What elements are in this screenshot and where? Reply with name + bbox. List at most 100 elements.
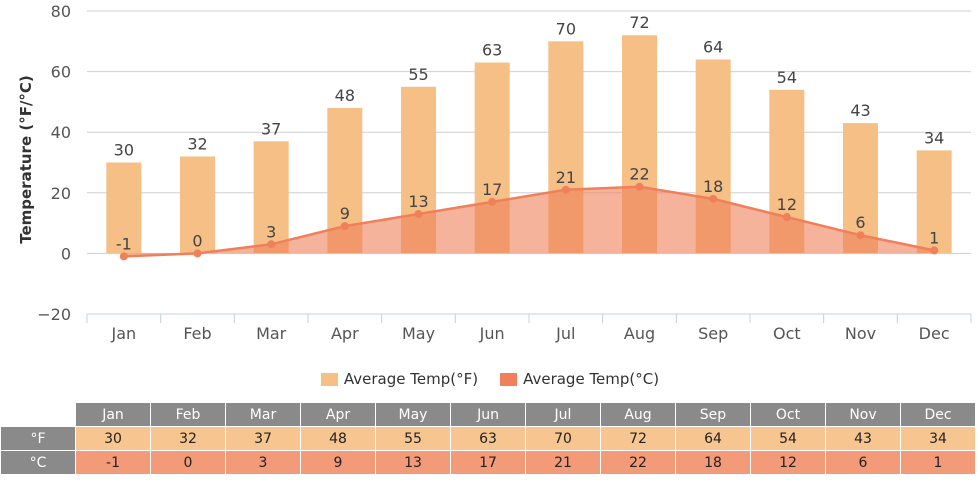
point-celsius xyxy=(488,197,497,206)
table-cell: 48 xyxy=(301,427,375,450)
data-label-celsius: 12 xyxy=(777,195,797,214)
table-row-fahrenheit: °F 30 32 37 48 55 63 70 72 64 54 43 34 xyxy=(1,427,975,450)
data-label-celsius: 22 xyxy=(629,165,649,184)
data-label-fahrenheit: 63 xyxy=(482,41,502,60)
table-header-row: Jan Feb Mar Apr May Jun Jul Aug Sep Oct … xyxy=(1,403,975,426)
point-celsius xyxy=(930,246,939,255)
table-cell: 0 xyxy=(151,451,225,474)
point-celsius xyxy=(414,210,423,219)
table-month-header: Oct xyxy=(751,403,825,426)
bar-fahrenheit xyxy=(106,162,142,254)
data-label-celsius: 21 xyxy=(556,168,576,187)
table-month-header: Jun xyxy=(451,403,525,426)
table-cell: 32 xyxy=(151,427,225,450)
data-label-fahrenheit: 55 xyxy=(408,65,428,84)
table-month-header: Sep xyxy=(676,403,750,426)
point-celsius xyxy=(340,222,349,231)
data-label-fahrenheit: 72 xyxy=(629,13,649,32)
table-cell: 1 xyxy=(901,451,975,474)
point-celsius xyxy=(119,252,128,261)
table-month-header: May xyxy=(376,403,450,426)
data-label-fahrenheit: 70 xyxy=(556,19,576,38)
data-label-celsius: 9 xyxy=(340,204,350,223)
point-celsius xyxy=(856,231,865,240)
table-cell: 72 xyxy=(601,427,675,450)
data-label-celsius: -1 xyxy=(116,234,132,253)
table-row-celsius: °C -1 0 3 9 13 17 21 22 18 12 6 1 xyxy=(1,451,975,474)
y-tick-label: 20 xyxy=(51,184,71,203)
table-cell: 13 xyxy=(376,451,450,474)
table-cell: 12 xyxy=(751,451,825,474)
bar-fahrenheit xyxy=(916,150,952,254)
point-celsius xyxy=(635,182,644,191)
table-month-header: Nov xyxy=(826,403,900,426)
data-label-celsius: 6 xyxy=(855,213,865,232)
x-tick-label: Aug xyxy=(624,324,655,343)
y-tick-label: 80 xyxy=(51,2,71,21)
legend-label-celsius: Average Temp(°C) xyxy=(523,370,660,388)
data-label-celsius: 0 xyxy=(192,231,202,250)
table-month-header: Feb xyxy=(151,403,225,426)
data-label-celsius: 18 xyxy=(703,177,723,196)
data-label-fahrenheit: 64 xyxy=(703,37,723,56)
table-corner xyxy=(1,403,75,426)
table-cell: 18 xyxy=(676,451,750,474)
legend-item-celsius[interactable]: Average Temp(°C) xyxy=(500,370,659,388)
table-cell: 17 xyxy=(451,451,525,474)
bar-fahrenheit xyxy=(253,141,289,254)
data-label-fahrenheit: 32 xyxy=(187,134,207,153)
table-cell: 9 xyxy=(301,451,375,474)
table-month-header: Jul xyxy=(526,403,600,426)
x-tick-label: Feb xyxy=(183,324,211,343)
x-tick-label: Nov xyxy=(845,324,876,343)
data-label-fahrenheit: 30 xyxy=(114,141,134,160)
point-celsius xyxy=(267,240,276,249)
area-celsius xyxy=(123,186,935,257)
data-label-fahrenheit: 54 xyxy=(777,68,797,87)
y-tick-label: −20 xyxy=(37,305,71,324)
point-celsius xyxy=(709,194,718,203)
data-label-fahrenheit: 48 xyxy=(335,86,355,105)
data-label-fahrenheit: 37 xyxy=(261,119,281,138)
table-month-header: Aug xyxy=(601,403,675,426)
table-cell: 43 xyxy=(826,427,900,450)
legend-item-fahrenheit[interactable]: Average Temp(°F) xyxy=(320,370,478,388)
x-tick-label: Jan xyxy=(110,324,136,343)
x-tick-label: May xyxy=(402,324,435,343)
x-tick-label: Mar xyxy=(256,324,287,343)
data-table: Jan Feb Mar Apr May Jun Jul Aug Sep Oct … xyxy=(0,402,976,475)
x-tick-label: Jul xyxy=(555,324,575,343)
y-tick-label: 0 xyxy=(61,244,71,263)
point-celsius xyxy=(561,185,570,194)
x-tick-label: Oct xyxy=(773,324,801,343)
table-row-header: °F xyxy=(1,427,75,450)
table-cell: 22 xyxy=(601,451,675,474)
table-cell: 55 xyxy=(376,427,450,450)
data-label-celsius: 13 xyxy=(408,192,428,211)
table-cell: 30 xyxy=(76,427,150,450)
table-cell: 64 xyxy=(676,427,750,450)
table-cell: 70 xyxy=(526,427,600,450)
x-tick-label: Apr xyxy=(331,324,359,343)
table-month-header: Mar xyxy=(226,403,300,426)
table-cell: 34 xyxy=(901,427,975,450)
x-tick-label: Dec xyxy=(919,324,950,343)
y-tick-label: 60 xyxy=(51,63,71,82)
table-cell: 3 xyxy=(226,451,300,474)
legend-swatch-fahrenheit xyxy=(320,372,338,386)
y-tick-label: 40 xyxy=(51,123,71,142)
point-celsius xyxy=(782,213,791,222)
x-tick-label: Jun xyxy=(479,324,505,343)
line-celsius xyxy=(123,185,935,258)
data-label-celsius: 17 xyxy=(482,180,502,199)
data-label-celsius: 1 xyxy=(929,228,939,247)
table-month-header: Dec xyxy=(901,403,975,426)
table-cell: 6 xyxy=(826,451,900,474)
data-label-celsius: 3 xyxy=(266,222,276,241)
data-label-fahrenheit: 34 xyxy=(924,128,944,147)
legend-swatch-celsius xyxy=(500,372,518,386)
table-cell: 21 xyxy=(526,451,600,474)
data-label-fahrenheit: 43 xyxy=(850,101,870,120)
y-axis-title: Temperature (°F/°C) xyxy=(17,75,35,244)
x-tick-label: Sep xyxy=(698,324,728,343)
